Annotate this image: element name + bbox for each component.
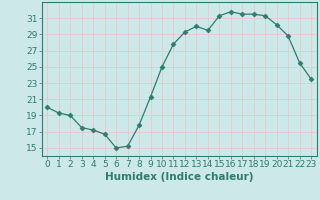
X-axis label: Humidex (Indice chaleur): Humidex (Indice chaleur) [105,172,253,182]
